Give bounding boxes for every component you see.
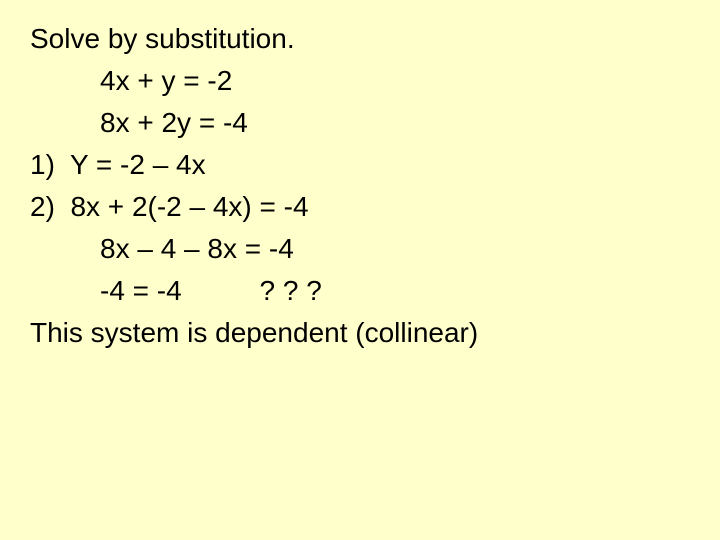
equation-1: 4x + y = -2: [30, 60, 690, 102]
step-1: 1) Y = -2 – 4x: [30, 144, 690, 186]
equation-2: 8x + 2y = -4: [30, 102, 690, 144]
step-2: 2) 8x + 2(-2 – 4x) = -4: [30, 186, 690, 228]
step-2c: -4 = -4 ? ? ?: [30, 270, 690, 312]
step-2b: 8x – 4 – 8x = -4: [30, 228, 690, 270]
conclusion: This system is dependent (collinear): [30, 312, 690, 354]
title-line: Solve by substitution.: [30, 18, 690, 60]
